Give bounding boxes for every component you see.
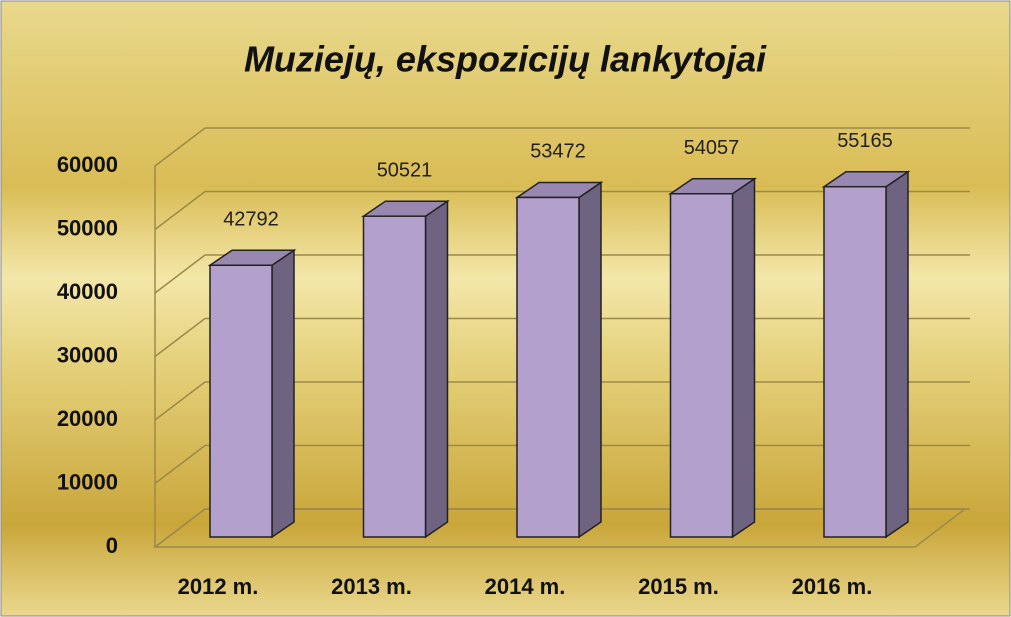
bar-side — [271, 248, 295, 539]
y-tick-label: 50000 — [57, 215, 118, 240]
x-tick-label: 2015 m. — [638, 574, 719, 599]
bar — [823, 185, 887, 538]
grid-line-side — [154, 254, 206, 294]
grid-line-side — [154, 381, 206, 421]
y-tick-label: 40000 — [57, 279, 118, 304]
bar-side — [424, 199, 449, 539]
grid-line-side — [154, 127, 206, 167]
y-tick-label: 10000 — [57, 469, 118, 494]
value-label: 42792 — [223, 209, 279, 231]
x-tick-label: 2012 m. — [178, 574, 259, 599]
bar-side — [578, 181, 602, 539]
y-tick-label: 60000 — [57, 152, 118, 177]
grid-line-side — [154, 508, 206, 548]
x-tick-label: 2013 m. — [331, 574, 412, 599]
value-label: 54057 — [684, 137, 740, 159]
x-tick-label: 2016 m. — [792, 574, 873, 599]
chart-title: Muziejų, ekspozicijų lankytojai — [244, 39, 767, 80]
value-label: 53472 — [530, 141, 586, 163]
x-tick-label: 2014 m. — [485, 574, 566, 599]
bar-side — [731, 177, 756, 539]
bar-side — [885, 170, 909, 539]
grid-line-side — [154, 317, 206, 358]
y-tick-label: 30000 — [57, 342, 118, 367]
bar — [669, 192, 734, 538]
y-tick-label: 0 — [106, 533, 118, 558]
grid-line-side — [154, 444, 206, 485]
grid-line-side — [154, 190, 206, 231]
value-label: 50521 — [377, 159, 433, 181]
y-tick-label: 20000 — [57, 406, 118, 431]
bar — [209, 264, 273, 538]
value-label: 55165 — [837, 130, 893, 152]
bar — [362, 215, 427, 538]
bar — [516, 196, 580, 538]
